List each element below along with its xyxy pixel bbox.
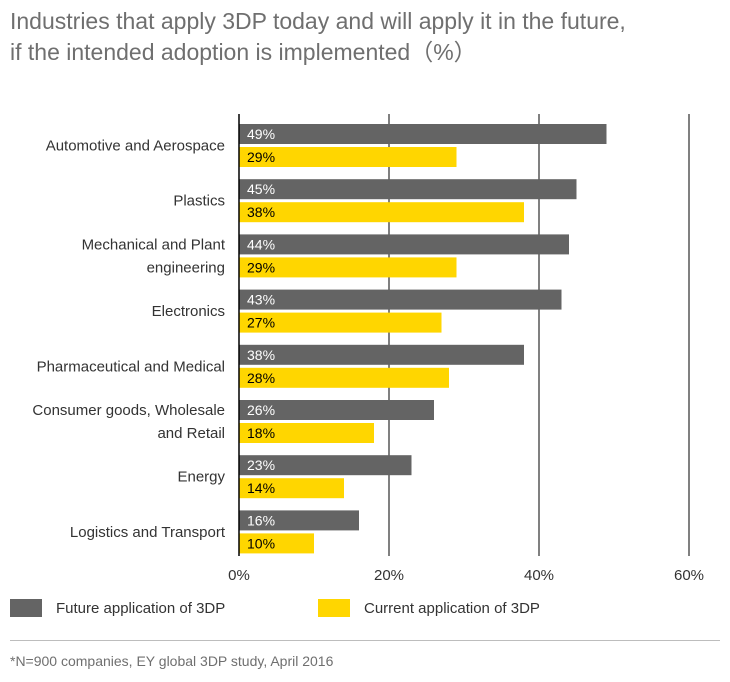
legend-item-current: Current application of 3DP bbox=[318, 597, 540, 619]
chart-title-line-1: Industries that apply 3DP today and will… bbox=[10, 8, 626, 34]
data-label: 29% bbox=[247, 149, 275, 165]
bar bbox=[239, 344, 524, 365]
bar bbox=[239, 533, 314, 554]
category-label: Consumer goods, Wholesale bbox=[32, 402, 225, 419]
legend-swatch-current bbox=[318, 599, 350, 617]
bar bbox=[239, 202, 524, 223]
data-label: 16% bbox=[247, 512, 275, 528]
bar bbox=[239, 312, 442, 333]
legend-label-future: Future application of 3DP bbox=[56, 599, 226, 617]
x-tick-label: 20% bbox=[374, 567, 404, 584]
data-label: 38% bbox=[247, 204, 275, 220]
category-label: Plastics bbox=[173, 193, 225, 210]
bar bbox=[239, 478, 344, 499]
data-label: 43% bbox=[247, 292, 275, 308]
bar-chart: 0% 20% 40% 60% 49% 29% Automotive and Aerospac… bbox=[32, 114, 704, 584]
legend-item-future: Future application of 3DP bbox=[10, 597, 225, 619]
category-label: Pharmaceutical and Medical bbox=[37, 358, 225, 375]
data-label: 38% bbox=[247, 347, 275, 363]
legend-swatch-future bbox=[10, 599, 42, 617]
data-label: 28% bbox=[247, 370, 275, 386]
bar bbox=[239, 423, 374, 443]
category-label: Mechanical and Plant bbox=[82, 236, 226, 253]
legend-label-current: Current application of 3DP bbox=[364, 599, 540, 617]
data-label: 27% bbox=[247, 315, 275, 331]
data-label: 10% bbox=[247, 535, 275, 551]
bar bbox=[239, 455, 412, 476]
x-tick-label: 40% bbox=[524, 567, 554, 584]
category-label: engineering bbox=[147, 259, 225, 276]
x-tick-label: 0% bbox=[228, 567, 250, 584]
bar bbox=[239, 257, 457, 278]
bar bbox=[239, 400, 434, 420]
data-label: 45% bbox=[247, 181, 275, 197]
category-label: Automotive and Aerospace bbox=[46, 138, 225, 155]
chart-title: Industries that apply 3DP today and will… bbox=[10, 6, 720, 68]
category-label: Logistics and Transport bbox=[70, 524, 226, 541]
data-label: 14% bbox=[247, 480, 275, 496]
category-label: Energy bbox=[177, 469, 225, 486]
bar bbox=[239, 179, 577, 200]
bar bbox=[239, 124, 607, 144]
data-label: 49% bbox=[247, 126, 275, 142]
footnote: *N=900 companies, EY global 3DP study, A… bbox=[10, 653, 334, 669]
category-label: Electronics bbox=[152, 303, 225, 320]
data-label: 29% bbox=[247, 259, 275, 275]
bar bbox=[239, 234, 569, 255]
data-label: 18% bbox=[247, 425, 275, 441]
bar bbox=[239, 510, 359, 531]
data-label: 23% bbox=[247, 457, 275, 473]
bar bbox=[239, 289, 562, 310]
chart-title-line-2: if the intended adoption is implemented（… bbox=[10, 39, 477, 65]
category-label: and Retail bbox=[157, 425, 225, 442]
bar bbox=[239, 367, 449, 388]
data-label: 26% bbox=[247, 402, 275, 418]
data-label: 44% bbox=[247, 236, 275, 252]
bar bbox=[239, 147, 457, 167]
footnote-divider bbox=[10, 640, 720, 641]
x-tick-label: 60% bbox=[674, 567, 704, 584]
